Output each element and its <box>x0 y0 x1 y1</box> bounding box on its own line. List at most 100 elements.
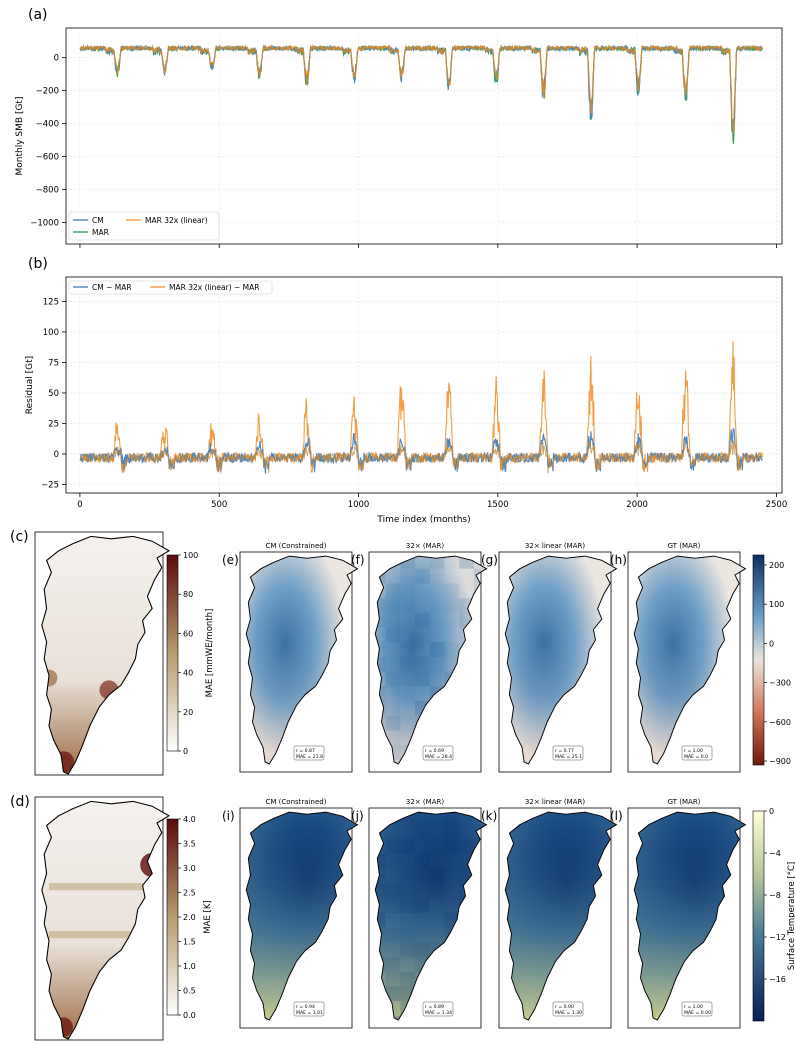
x-tick-label: 500 <box>211 500 227 510</box>
block-cell <box>444 568 460 584</box>
block-cell <box>459 824 474 840</box>
colorbar-tick-label: 0.0 <box>183 1011 196 1020</box>
block-cell <box>385 612 401 628</box>
map-title: CM (Constrained) <box>266 542 327 550</box>
block-cell <box>429 598 445 613</box>
block-cell <box>415 627 430 643</box>
block-cell <box>400 612 416 628</box>
block-cell <box>415 686 430 701</box>
block-cell <box>429 556 445 569</box>
colorbar-tick-label: 0 <box>183 747 188 756</box>
grid-a <box>66 28 782 244</box>
block-cell <box>400 715 416 731</box>
block-cell <box>444 627 460 643</box>
block-cell <box>429 912 445 928</box>
block-cell <box>415 898 430 913</box>
block-cell <box>385 912 401 928</box>
colorbar-tick-label: −4 <box>769 849 781 858</box>
series-cm <box>79 44 764 134</box>
block-cell <box>400 701 416 716</box>
block-cell <box>375 854 386 869</box>
block-cell <box>444 598 460 613</box>
block-cell <box>429 839 445 855</box>
block-cell <box>415 942 430 957</box>
legend-b: CM − MAR MAR 32x (linear) − MAR <box>68 280 273 295</box>
block-cell <box>415 583 430 599</box>
y-tick-label: 75 <box>48 358 59 368</box>
block-cell <box>375 942 386 957</box>
block-cell <box>415 912 430 928</box>
colorbar-tick-label: 80 <box>183 590 193 599</box>
block-cell <box>385 715 401 731</box>
block-cell <box>400 971 416 987</box>
colorbar-tick-label: 0 <box>769 807 774 816</box>
block-cell <box>400 883 416 899</box>
block-cell <box>444 812 460 825</box>
colorbar-tick-label: 40 <box>183 669 193 678</box>
stats-box <box>422 745 454 761</box>
stats-box <box>552 745 584 761</box>
block-cell <box>444 854 460 869</box>
block-cell <box>375 686 386 701</box>
colorbar-ticks-row1: 200 100 0 −300 −600 −900 <box>764 561 791 766</box>
x-tick-label: 1500 <box>487 500 509 510</box>
colorbar-tick-label: 2.5 <box>183 889 196 898</box>
block-cell <box>444 642 460 657</box>
legend-box-b <box>68 280 273 295</box>
x-ticks-b: 0 500 1000 1500 2000 2500 <box>77 493 787 510</box>
stat-r: r = 0.94 <box>296 1004 315 1010</box>
block-cell <box>400 686 416 701</box>
block-cell <box>385 898 401 913</box>
block-cell <box>375 656 386 672</box>
block-cell <box>400 642 416 657</box>
stat-mae: MAE = 1.34 <box>425 1010 452 1016</box>
colorbar-tick-label: −8 <box>769 891 781 900</box>
block-cell <box>375 642 386 657</box>
legend-box-a <box>68 211 220 241</box>
stats-box <box>293 1001 325 1017</box>
block-cell <box>429 824 445 840</box>
colorbar-tick-label: 3.0 <box>183 864 196 873</box>
block-cell <box>385 957 401 972</box>
stats-box <box>681 1001 713 1017</box>
block-cell <box>385 839 401 855</box>
map-title: 32× linear (MAR) <box>525 798 585 806</box>
colorbar-tick-label: −12 <box>769 933 786 942</box>
block-cell <box>385 686 401 701</box>
x-tick-label: 1000 <box>348 500 370 510</box>
block-cell <box>385 598 401 613</box>
block-cell <box>385 942 401 957</box>
block-cell <box>385 671 401 687</box>
colorbar-tick-label: 0 <box>769 639 774 648</box>
block-cell <box>400 927 416 943</box>
map-panel-label: (l) <box>610 809 623 823</box>
block-cell <box>375 598 386 613</box>
axes-frame-a <box>65 27 783 245</box>
block-cell <box>459 839 474 855</box>
block-cell <box>400 912 416 928</box>
block-cell <box>400 627 416 643</box>
series-mar <box>79 44 763 144</box>
block-cell <box>375 868 386 884</box>
block-cell <box>375 883 386 899</box>
colorbar-tick-label: 200 <box>769 561 784 570</box>
ylabel-a: Monthly SMB [Gt] <box>15 97 25 176</box>
map-title: GT (MAR) <box>668 798 701 806</box>
stat-r: r = 0.89 <box>425 1004 444 1010</box>
colorbar-tick-label: −900 <box>769 757 791 766</box>
block-cell <box>429 898 445 913</box>
block-cell <box>415 598 430 613</box>
block-cell <box>429 627 445 643</box>
block-cell <box>400 656 416 672</box>
block-cell <box>429 642 445 657</box>
colorbar-tick-label: −600 <box>769 718 791 727</box>
block-cell <box>444 898 460 913</box>
map-panel-label: (k) <box>481 809 497 823</box>
